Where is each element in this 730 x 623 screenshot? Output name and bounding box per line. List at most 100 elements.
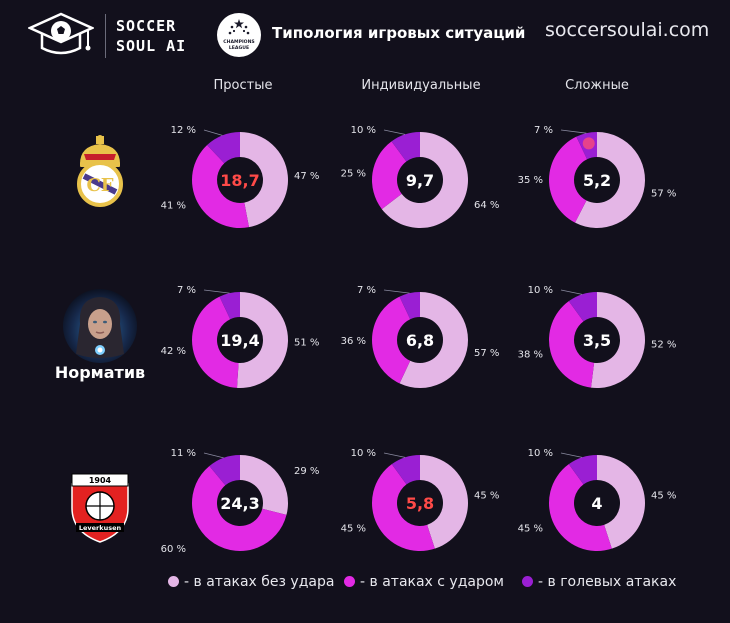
soccer-soul-ai-logo-icon	[28, 12, 94, 55]
site-url[interactable]: soccersoulai.com	[545, 19, 710, 41]
donut-2-2-goal-leader-line	[560, 452, 583, 458]
donut-1-2-label-no-shot: 52 %	[651, 339, 676, 350]
donut-2-2-center-value: 4	[591, 494, 602, 513]
donut-1-0-label-goal: 7 %	[177, 285, 196, 296]
donut-2-2-slice-shot	[549, 464, 612, 551]
donut-1-2-label-shot: 38 %	[518, 349, 543, 360]
legend-label-goal: - в голевых атаках	[538, 574, 677, 590]
donut-0-1-slice-no-shot	[381, 132, 468, 228]
donut-2-0-slice-shot	[192, 466, 287, 551]
donut-2-0-label-goal: 11 %	[171, 448, 196, 459]
legend-swatch-shot	[344, 576, 355, 587]
donut-1-1-label-shot: 36 %	[341, 336, 366, 347]
donut-2-2-slice-goal	[568, 455, 597, 485]
legend-item-no-shot: - в атаках без удара	[168, 574, 334, 590]
donut-0-0-label-goal: 12 %	[171, 125, 196, 136]
brand-name-line1: SOCCER	[116, 17, 177, 35]
donut-0-1-label-no-shot: 64 %	[474, 200, 499, 211]
column-title-complex: Сложные	[565, 78, 629, 93]
donut-2-0-slice-goal	[209, 455, 240, 486]
legend-swatch-no-shot	[168, 576, 179, 587]
donut-0-1-goal-leader-line	[383, 129, 406, 135]
donut-0-1-slice-shot	[372, 141, 407, 210]
real-madrid-crest-icon: CF	[77, 135, 123, 207]
donut-1-0-slice-shot	[192, 296, 239, 388]
brand-name: SOCCER SOUL AI	[116, 16, 186, 56]
donut-2-1-label-goal: 10 %	[351, 448, 376, 459]
column-title-simple: Простые	[213, 78, 273, 93]
donut-2-1-label-no-shot: 45 %	[474, 491, 499, 502]
donut-0-2-label-shot: 35 %	[518, 175, 543, 186]
donut-0-1-label-shot: 25 %	[341, 168, 366, 179]
donut-0-1-center-value: 9,7	[406, 171, 434, 190]
champions-league-logo-icon: CHAMPIONS LEAGUE	[217, 13, 261, 57]
column-title-individual: Индивидуальные	[361, 78, 481, 93]
donut-0-1-slice-goal	[391, 132, 420, 162]
bayer-leverkusen-crest-icon: 1904 Leverkusen	[71, 473, 129, 543]
donut-0-1-label-goal: 10 %	[351, 125, 376, 136]
donut-1-0-center-value: 19,4	[220, 331, 259, 350]
donut-2-0-center-value: 24,3	[220, 494, 259, 513]
donut-1-2-slice-shot	[549, 301, 595, 388]
donut-1-2-slice-no-shot	[590, 292, 646, 388]
donut-0-2-slice-no-shot	[575, 132, 645, 228]
donut-2-1-slice-shot	[372, 464, 435, 551]
donut-2-0-goal-leader-line	[203, 452, 224, 459]
donut-1-1-label-goal: 7 %	[357, 285, 376, 296]
legend-item-goal: - в голевых атаках	[522, 574, 676, 590]
ucl-text-2: LEAGUE	[229, 45, 249, 51]
legend-swatch-goal	[522, 576, 533, 587]
donut-1-1-label-no-shot: 57 %	[474, 348, 499, 359]
donut-0-0-center-value: 18,7	[220, 171, 259, 190]
ai-woman-avatar-icon	[63, 289, 137, 363]
svg-text:Leverkusen: Leverkusen	[79, 524, 122, 532]
legend-label-no-shot: - в атаках без удара	[184, 574, 335, 590]
donut-1-0-slice-no-shot	[236, 292, 289, 388]
donut-1-1-slice-shot	[372, 296, 411, 384]
donut-1-1-slice-goal	[399, 292, 420, 320]
donut-2-0-label-shot: 60 %	[161, 544, 186, 555]
donut-0-2-label-no-shot: 57 %	[651, 189, 676, 200]
donut-1-0-goal-leader-line	[203, 289, 230, 294]
donut-0-0-slice-goal	[207, 132, 240, 164]
brand-divider	[105, 14, 106, 58]
donut-2-2-slice-no-shot	[597, 455, 645, 549]
donut-0-0-label-shot: 41 %	[161, 201, 186, 212]
donut-0-2-center-value: 5,2	[583, 171, 611, 190]
svg-text:1904: 1904	[89, 476, 112, 485]
legend-item-shot: - в атаках с ударом	[344, 574, 504, 590]
donut-1-0-label-shot: 42 %	[161, 346, 186, 357]
legend: - в атаках без удара - в атаках с ударом…	[168, 574, 708, 596]
team-label-normative: Норматив	[54, 363, 146, 382]
donut-0-2-goal-highlight	[582, 137, 595, 150]
legend-label-shot: - в атаках с ударом	[360, 574, 504, 590]
donut-1-0-label-no-shot: 51 %	[294, 338, 319, 349]
donut-0-2-label-goal: 7 %	[534, 125, 553, 136]
donut-0-2-goal-leader-line	[560, 129, 587, 134]
donut-1-2-slice-goal	[568, 292, 597, 322]
header: SOCCER SOUL AI CHAMPIONS LEAGUE Типологи…	[0, 0, 730, 70]
donut-2-1-goal-leader-line	[383, 452, 406, 458]
donut-0-0-label-no-shot: 47 %	[294, 171, 319, 182]
donut-1-0-slice-goal	[219, 292, 240, 320]
page-title: Типология игровых ситуаций	[272, 24, 526, 42]
donut-1-2-label-goal: 10 %	[528, 285, 553, 296]
donut-2-2-label-no-shot: 45 %	[651, 491, 676, 502]
svg-text:CF: CF	[86, 175, 113, 196]
donut-0-2-slice-shot	[549, 136, 588, 223]
brand-name-line2: SOUL AI	[116, 37, 187, 55]
donut-1-1-center-value: 6,8	[406, 331, 434, 350]
donut-0-0-goal-leader-line	[203, 129, 223, 136]
donut-1-2-goal-leader-line	[560, 289, 583, 295]
donut-2-1-slice-no-shot	[420, 455, 468, 549]
donut-0-0-slice-no-shot	[240, 132, 289, 228]
donut-1-1-slice-no-shot	[399, 292, 468, 388]
donut-1-2-center-value: 3,5	[583, 331, 611, 350]
donut-1-1-goal-leader-line	[383, 289, 410, 294]
donut-2-1-center-value: 5,8	[406, 494, 434, 513]
ucl-text-1: CHAMPIONS	[223, 39, 254, 45]
donut-0-0-slice-shot	[191, 145, 249, 229]
donut-2-2-label-goal: 10 %	[528, 448, 553, 459]
donut-2-1-slice-goal	[391, 455, 420, 485]
